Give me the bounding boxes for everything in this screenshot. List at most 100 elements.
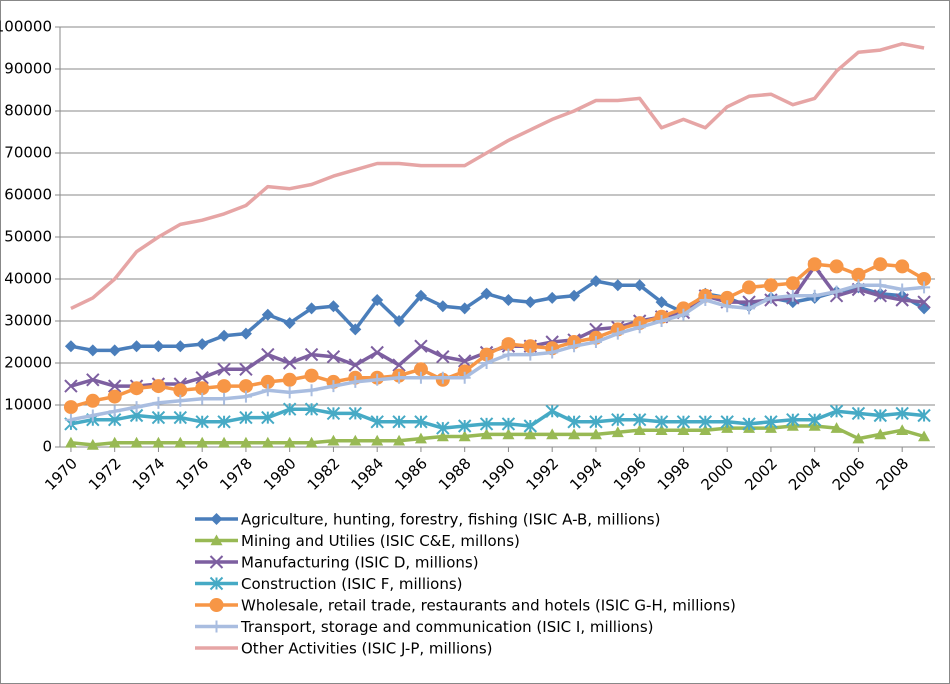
legend-label: Construction (ISIC F, millions) <box>241 575 463 593</box>
y-tick-label: 20000 <box>4 354 52 372</box>
marker <box>327 434 340 446</box>
marker <box>479 347 494 362</box>
marker <box>458 302 471 315</box>
legend-marker <box>209 576 224 591</box>
marker <box>239 362 253 377</box>
marker <box>436 371 449 384</box>
marker <box>457 419 472 433</box>
y-tick-label: 10000 <box>4 396 52 414</box>
marker <box>196 436 209 448</box>
marker <box>720 415 734 429</box>
marker <box>873 408 888 423</box>
legend-label: Other Activities (ISIC J-P, millions) <box>241 640 493 658</box>
marker <box>195 415 209 429</box>
marker <box>699 294 712 306</box>
marker <box>896 283 909 296</box>
marker <box>589 415 603 429</box>
marker <box>918 430 931 442</box>
marker <box>304 347 319 362</box>
marker <box>917 272 932 286</box>
y-tick-label: 30000 <box>4 312 52 330</box>
marker <box>392 358 406 372</box>
series <box>64 402 931 435</box>
marker <box>326 406 341 421</box>
marker <box>720 290 735 305</box>
marker <box>742 280 757 295</box>
series <box>64 279 931 426</box>
marker <box>326 349 341 364</box>
marker <box>479 417 494 431</box>
marker <box>501 417 516 431</box>
marker <box>195 381 210 396</box>
marker <box>676 415 691 429</box>
marker <box>808 289 821 302</box>
marker <box>480 428 493 440</box>
marker <box>370 415 384 429</box>
marker <box>546 346 559 359</box>
marker <box>829 259 844 274</box>
marker <box>698 415 713 429</box>
marker <box>305 384 318 397</box>
y-tick-label: 50000 <box>4 228 52 246</box>
marker <box>108 405 121 418</box>
marker <box>807 257 822 272</box>
marker <box>218 392 231 405</box>
y-tick-label: 80000 <box>4 102 52 120</box>
marker <box>173 383 188 398</box>
marker <box>283 386 296 399</box>
y-tick-label: 40000 <box>4 270 52 288</box>
marker <box>851 406 866 421</box>
marker <box>371 434 384 446</box>
marker <box>633 321 646 334</box>
marker <box>546 428 559 440</box>
marker <box>567 415 581 429</box>
marker <box>393 434 406 446</box>
marker <box>282 356 297 370</box>
legend-marker <box>209 555 224 569</box>
marker <box>874 279 887 292</box>
marker <box>501 337 516 352</box>
marker <box>261 410 275 425</box>
marker <box>895 406 909 421</box>
marker <box>349 323 362 336</box>
legend-marker <box>210 620 223 633</box>
marker <box>568 340 581 353</box>
marker <box>524 428 537 440</box>
marker <box>107 389 122 404</box>
marker <box>764 415 778 429</box>
marker <box>502 348 515 361</box>
legend-label: Transport, storage and communication (IS… <box>240 618 654 636</box>
marker <box>63 400 78 415</box>
legend-label: Agriculture, hunting, forestry, fishing … <box>241 511 660 529</box>
legend-label: Mining and Utilies (ISIC C&E, millons) <box>241 532 520 550</box>
marker <box>633 424 646 435</box>
marker <box>173 410 188 425</box>
marker <box>895 293 909 307</box>
marker <box>414 289 427 302</box>
marker <box>436 421 450 435</box>
marker <box>152 340 165 353</box>
marker <box>151 379 166 394</box>
marker <box>348 358 363 372</box>
marker <box>130 401 143 414</box>
series-line <box>70 424 925 447</box>
marker <box>611 426 624 438</box>
marker <box>218 329 231 342</box>
marker <box>655 296 668 309</box>
marker <box>546 291 559 304</box>
marker <box>64 413 77 426</box>
marker <box>568 289 581 302</box>
marker <box>261 384 274 397</box>
marker <box>743 302 756 315</box>
marker <box>545 404 559 419</box>
marker <box>852 279 865 292</box>
marker <box>917 295 931 309</box>
marker <box>830 422 843 433</box>
series-line <box>70 283 925 422</box>
marker <box>130 436 143 448</box>
marker <box>523 339 538 354</box>
marker <box>129 381 144 396</box>
marker <box>260 374 275 389</box>
legend-marker <box>210 534 223 546</box>
